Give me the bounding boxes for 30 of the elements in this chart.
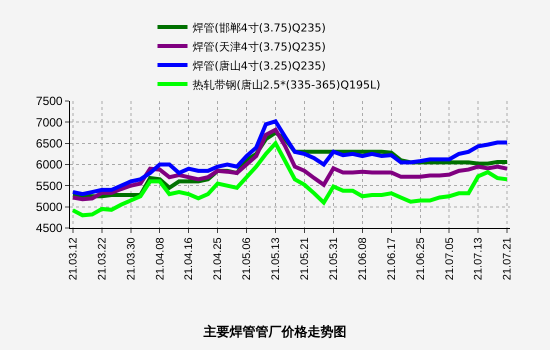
x-tick-label: 21.06.17 [386, 237, 398, 280]
x-tick-label: 21.05.13 [270, 237, 282, 280]
legend-label: 焊管(天津4寸(3.75)Q235) [192, 40, 326, 54]
x-tick-label: 21.06.08 [356, 237, 369, 280]
y-tick-label: 4500 [36, 221, 63, 236]
y-tick-label: 7000 [36, 115, 63, 130]
x-tick-label: 21.05.31 [328, 237, 340, 280]
y-tick-label: 6500 [36, 136, 63, 151]
line-series [70, 119, 510, 196]
legend-label: 焊管(邯郸4寸(3.75)Q235) [192, 21, 326, 34]
x-tick-label: 21.03.22 [96, 237, 108, 280]
x-tick-label: 21.05.06 [241, 237, 254, 280]
x-tick-label: 21.06.25 [414, 237, 427, 280]
text: 主要焊管管厂价格走势图 [202, 324, 346, 340]
x-tick-label: 21.07.05 [444, 237, 456, 280]
legend-label: 热轧带钢(唐山2.5*(335-365)Q195L) [192, 78, 380, 92]
x-tick-label: 21.05.21 [299, 237, 312, 280]
line-series [70, 141, 510, 218]
x-tick-label: 21.03.30 [125, 237, 138, 280]
x-tick-label: 21.04.16 [183, 237, 196, 280]
y-tick-label: 6000 [36, 158, 63, 172]
x-tick-label: 21.03.12 [67, 237, 80, 280]
x-tick-label: 21.07.13 [472, 237, 485, 280]
x-tick-label: 21.04.08 [154, 237, 166, 280]
y-tick-label: 5500 [36, 178, 63, 193]
y-tick-label: 5000 [36, 200, 63, 214]
legend-label: 焊管(唐山4寸(3.25)Q235) [192, 59, 326, 72]
x-tick-label: 21.07.21 [502, 237, 514, 280]
y-tick-label: 7500 [36, 94, 63, 108]
x-tick-label: 21.04.25 [212, 237, 224, 280]
